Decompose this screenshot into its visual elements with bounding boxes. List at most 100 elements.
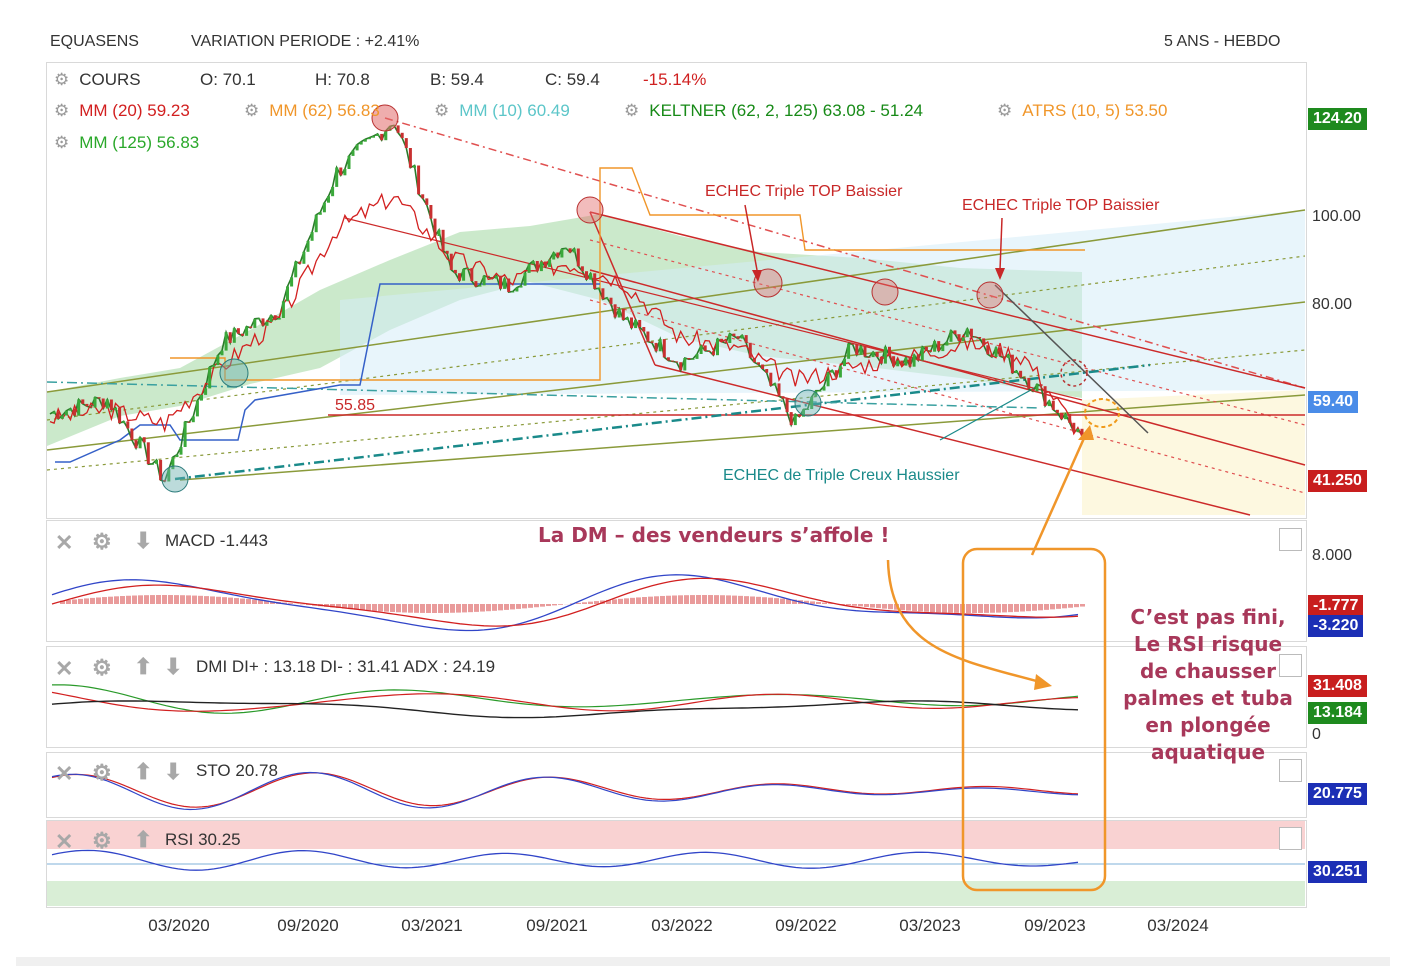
sto-checkbox[interactable] bbox=[1279, 759, 1302, 782]
macd-bar bbox=[186, 595, 191, 604]
candle bbox=[335, 167, 339, 187]
close-icon[interactable]: ✕ bbox=[55, 656, 74, 681]
macd-bar bbox=[954, 604, 959, 613]
close-icon[interactable]: ✕ bbox=[55, 530, 74, 555]
gear-icon[interactable]: ⚙ bbox=[54, 101, 70, 120]
sto-badge: 20.775 bbox=[1308, 783, 1367, 805]
candle bbox=[310, 232, 314, 241]
macd-bar bbox=[1002, 604, 1007, 613]
indicator-keltner[interactable]: ⚙ KELTNER (62, 2, 125) 63.08 - 51.24 bbox=[624, 101, 923, 120]
macd-bar bbox=[546, 604, 551, 607]
macd-badge-signal: -1.777 bbox=[1308, 595, 1364, 617]
macd-bar bbox=[672, 595, 677, 604]
arrow-down-icon[interactable]: ⬇ bbox=[164, 654, 183, 679]
macd-bar bbox=[660, 595, 665, 604]
candle bbox=[204, 388, 208, 395]
candle bbox=[327, 196, 330, 203]
indicator-mm20[interactable]: ⚙ MM (20) 59.23 bbox=[54, 101, 190, 120]
candle bbox=[466, 268, 470, 270]
macd-bar bbox=[414, 604, 419, 613]
candle bbox=[847, 343, 851, 359]
macd-bar bbox=[1026, 604, 1031, 612]
macd-bar bbox=[192, 595, 197, 604]
gear-icon[interactable]: ⚙ bbox=[92, 828, 112, 853]
arrow-up-icon[interactable]: ⬆ bbox=[134, 827, 153, 852]
candle bbox=[384, 130, 388, 141]
macd-bar bbox=[498, 604, 503, 611]
candle bbox=[183, 421, 187, 447]
candle bbox=[838, 366, 842, 378]
candle bbox=[1051, 400, 1055, 410]
gear-icon[interactable]: ⚙ bbox=[997, 101, 1013, 120]
candle bbox=[916, 354, 920, 361]
macd-bar bbox=[900, 604, 905, 611]
macd-bar bbox=[210, 596, 215, 604]
candle bbox=[544, 261, 547, 267]
candle bbox=[1064, 414, 1068, 420]
candle bbox=[257, 318, 261, 320]
macd-bar bbox=[768, 597, 773, 604]
macd-bar bbox=[606, 599, 611, 604]
candle bbox=[875, 351, 879, 357]
candle bbox=[597, 288, 601, 290]
close-icon[interactable]: ✕ bbox=[55, 761, 74, 786]
macd-bar bbox=[438, 604, 443, 613]
gear-icon[interactable]: ⚙ bbox=[92, 760, 112, 785]
arrow-down-icon[interactable]: ⬇ bbox=[164, 759, 183, 784]
macd-checkbox[interactable] bbox=[1279, 528, 1302, 551]
macd-bar bbox=[204, 596, 209, 604]
macd-bar bbox=[654, 596, 659, 604]
indicator-mm10[interactable]: ⚙ MM (10) 60.49 bbox=[434, 101, 570, 120]
candle bbox=[236, 328, 240, 334]
arrow-up-icon[interactable]: ⬆ bbox=[134, 759, 153, 784]
candle bbox=[806, 409, 810, 410]
arrow-down-icon[interactable]: ⬇ bbox=[134, 528, 153, 553]
macd-bar bbox=[906, 604, 911, 611]
gear-icon[interactable]: ⚙ bbox=[434, 101, 450, 120]
arrow-up-icon[interactable]: ⬆ bbox=[134, 654, 153, 679]
rsi-checkbox[interactable] bbox=[1279, 827, 1302, 850]
candle bbox=[613, 304, 617, 318]
gear-icon[interactable]: ⚙ bbox=[92, 529, 112, 554]
macd-bar bbox=[372, 604, 377, 611]
macd-bar bbox=[612, 599, 617, 604]
candle bbox=[707, 350, 711, 352]
macd-bar bbox=[912, 604, 917, 612]
gear-icon[interactable]: ⚙ bbox=[92, 655, 112, 680]
gear-icon[interactable]: ⚙ bbox=[624, 101, 640, 120]
macd-bar bbox=[528, 604, 533, 608]
macd-bar bbox=[462, 604, 467, 613]
note-dm: La DM – des vendeurs s’affole ! bbox=[538, 523, 890, 547]
candle bbox=[867, 356, 871, 358]
macd-bar bbox=[558, 604, 563, 605]
close-icon[interactable]: ✕ bbox=[55, 829, 74, 854]
gear-icon[interactable]: ⚙ bbox=[54, 70, 70, 89]
candle bbox=[60, 415, 64, 419]
candle bbox=[1010, 354, 1014, 374]
indicator-mm62[interactable]: ⚙ MM (62) 56.83 bbox=[244, 101, 380, 120]
macd-bar bbox=[402, 604, 407, 613]
indicator-mm125[interactable]: ⚙ MM (125) 56.83 bbox=[54, 133, 200, 152]
timeframe-label[interactable]: 5 ANS - HEBDO bbox=[1164, 33, 1281, 50]
candle bbox=[929, 350, 932, 352]
macd-bar bbox=[96, 597, 101, 604]
gear-icon[interactable]: ⚙ bbox=[54, 133, 70, 152]
candle bbox=[126, 421, 130, 429]
gear-icon[interactable]: ⚙ bbox=[244, 101, 260, 120]
dmi-checkbox[interactable] bbox=[1279, 654, 1302, 677]
candle bbox=[965, 328, 969, 338]
macd-bar bbox=[684, 595, 689, 604]
candle bbox=[277, 318, 281, 320]
candle bbox=[912, 354, 916, 367]
macd-bar bbox=[774, 598, 779, 604]
di-plus-line bbox=[51, 684, 1079, 714]
macd-bar bbox=[840, 604, 845, 605]
macd-bar bbox=[270, 601, 275, 604]
candle bbox=[650, 341, 654, 343]
macd-bar bbox=[948, 604, 953, 613]
candle bbox=[789, 412, 793, 426]
candle bbox=[920, 346, 924, 361]
indicator-atrs[interactable]: ⚙ ATRS (10, 5) 53.50 bbox=[997, 101, 1168, 120]
macd-bar bbox=[354, 604, 359, 610]
macd-bar bbox=[84, 598, 89, 604]
